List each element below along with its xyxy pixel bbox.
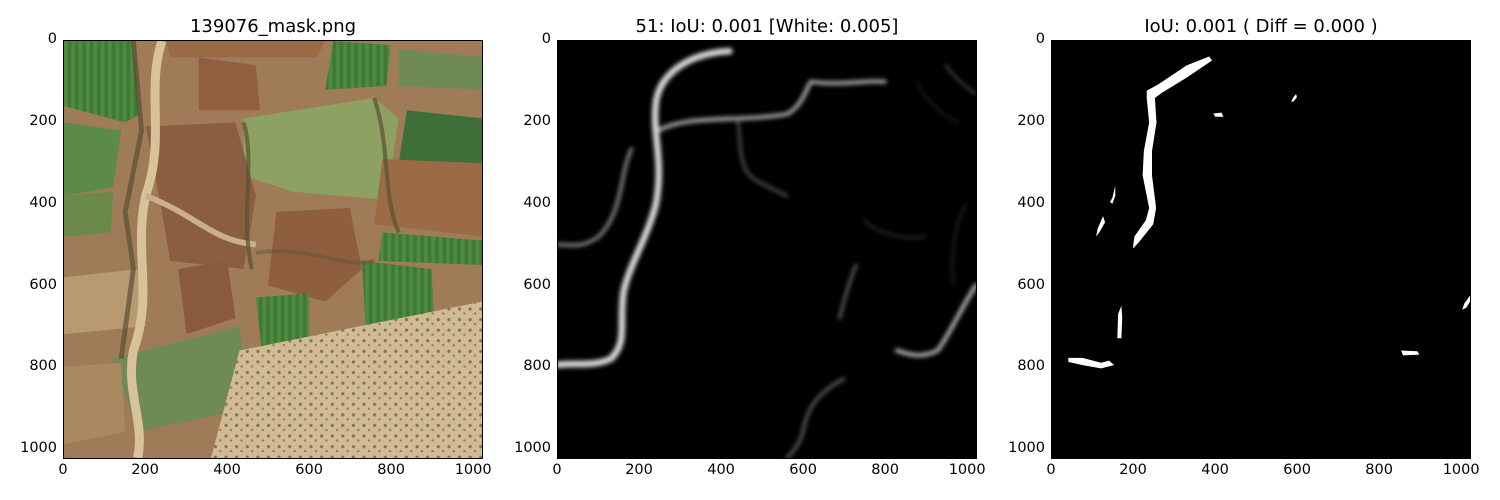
x-tick-label: 600 (1283, 462, 1311, 478)
y-tick-label: 400 (523, 194, 551, 211)
x-tick-label: 0 (58, 462, 68, 478)
y-tick-label: 800 (523, 358, 551, 375)
y-tick-label: 400 (29, 194, 57, 211)
x-tick-label: 200 (625, 462, 653, 478)
panel-binary-mask: IoU: 0.001 ( Diff = 0.000 ) 0 200 400 600 80… (988, 0, 1500, 500)
x-tick-label: 800 (377, 462, 405, 478)
y-tick-label: 800 (29, 358, 57, 375)
x-tick-label: 800 (871, 462, 899, 478)
y-tick-label: 200 (1017, 112, 1045, 129)
binary-mask (1052, 41, 1470, 458)
y-tick-label: 1000 (20, 440, 57, 457)
chart-title: 51: IoU: 0.001 [White: 0.005] (635, 16, 899, 37)
x-tick-label: 800 (1365, 462, 1393, 478)
plot-area (63, 40, 483, 459)
panel-prediction: 51: IoU: 0.001 [White: 0.005] (494, 0, 1034, 500)
y-tick-label: 800 (1017, 358, 1045, 375)
plot-area (557, 40, 977, 459)
y-tick-label: 600 (29, 276, 57, 293)
x-tick-label: 0 (552, 462, 562, 478)
y-tick-label: 0 (1035, 31, 1045, 47)
y-tick-label: 0 (541, 31, 551, 47)
satellite-image (64, 41, 482, 458)
x-tick-label: 400 (213, 462, 241, 478)
y-tick-label: 600 (523, 276, 551, 293)
chart-title: 139076_mask.png (189, 16, 357, 37)
x-tick-label: 600 (295, 462, 323, 478)
panel-satellite-image: 139076_mask.png (0, 0, 540, 500)
x-tick-label: 1000 (454, 462, 492, 478)
x-tick-label: 1000 (1442, 462, 1480, 478)
y-tick-label: 0 (47, 31, 57, 47)
chart-title: IoU: 0.001 ( Diff = 0.000 ) (1144, 16, 1378, 37)
x-tick-label: 400 (707, 462, 735, 478)
x-tick-label: 1000 (948, 462, 986, 478)
x-tick-label: 0 (1046, 462, 1056, 478)
y-tick-label: 200 (523, 112, 551, 129)
x-tick-label: 600 (789, 462, 817, 478)
y-tick-label: 200 (29, 112, 57, 129)
y-tick-label: 600 (1017, 276, 1045, 293)
x-tick-label: 400 (1201, 462, 1229, 478)
y-tick-label: 400 (1017, 194, 1045, 211)
x-tick-label: 200 (1119, 462, 1147, 478)
y-tick-label: 1000 (1008, 440, 1045, 457)
y-tick-label: 1000 (514, 440, 551, 457)
x-tick-label: 200 (131, 462, 159, 478)
prediction-map (558, 41, 976, 458)
plot-area (1051, 40, 1471, 459)
